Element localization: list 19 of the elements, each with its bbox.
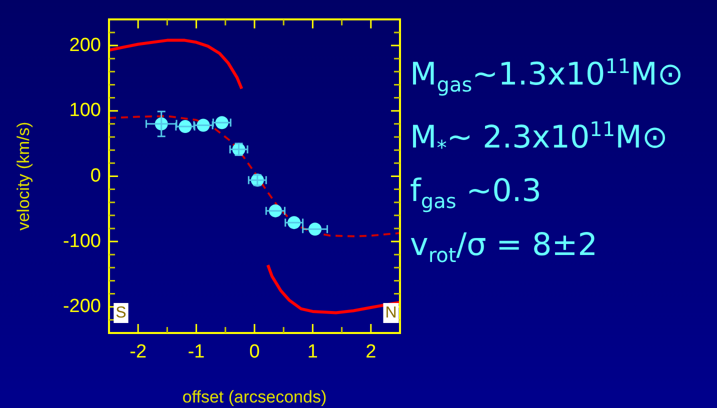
x-axis-title: offset (arcseconds) <box>182 387 327 406</box>
y-tick-label: -200 <box>62 296 101 318</box>
line-series <box>109 115 400 238</box>
y-tick-label: 100 <box>69 100 101 122</box>
text: f$_{gas}$ ~0.3 <box>410 172 542 216</box>
y-tick-label: 0 <box>90 165 101 186</box>
text: v$_{rot}$/σ = 8±2 <box>410 226 598 270</box>
text: M$_{*}$~ 2.3x10$^{11}$M⊙ <box>410 116 669 162</box>
y-axis-title: velocity (km/s) <box>14 122 33 231</box>
y-tick-label: -100 <box>62 230 101 252</box>
x-tick-label: 1 <box>307 342 318 363</box>
x-tick-label: 0 <box>249 342 260 363</box>
y-tick-label: 200 <box>69 34 101 56</box>
x-tick-label: -1 <box>188 342 205 363</box>
annotation: N <box>385 304 397 322</box>
x-tick-label: -2 <box>130 342 147 363</box>
text: M$_{gas}$~1.3x10$^{11}$M⊙ <box>410 53 684 99</box>
annotation: S <box>116 304 126 322</box>
x-tick-label: 2 <box>366 342 376 363</box>
